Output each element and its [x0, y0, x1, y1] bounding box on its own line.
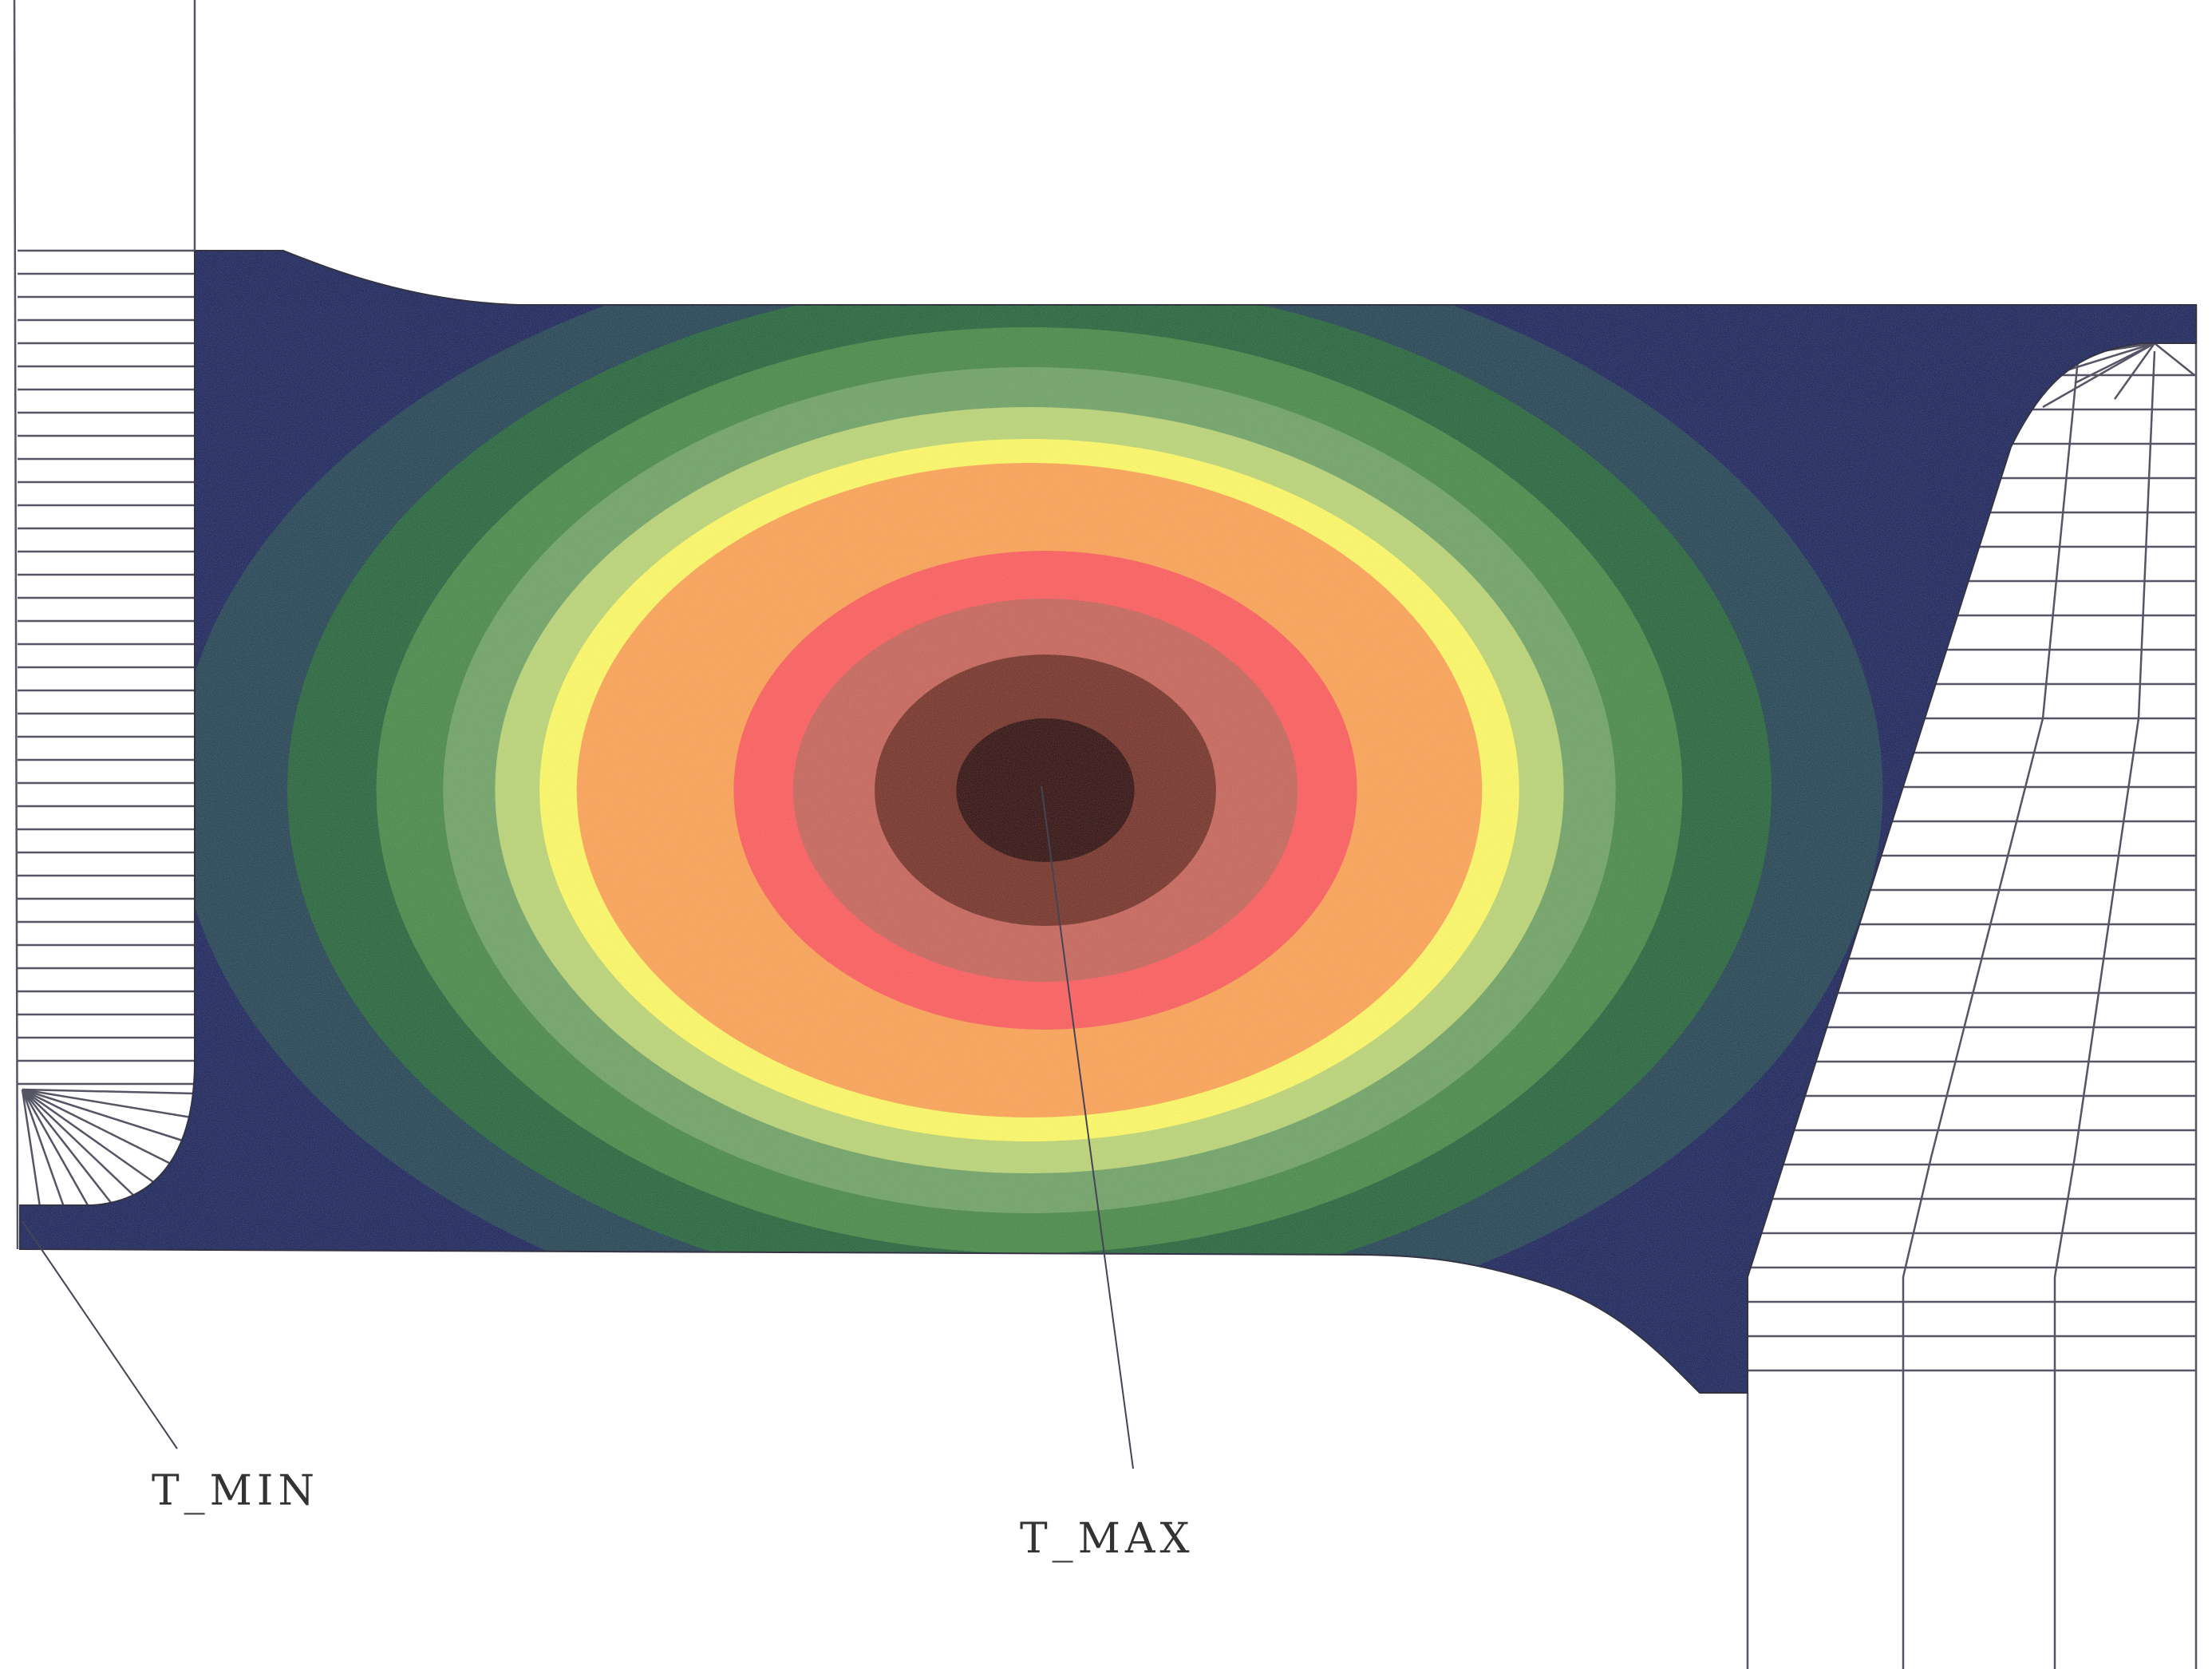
right-mesh-vline-0 — [1902, 350, 2080, 1669]
left-fan-line-1 — [22, 1088, 192, 1119]
right-fan-line-5 — [2154, 342, 2195, 376]
left-guide-line — [13, 0, 19, 1250]
left-fan-line-3 — [22, 1088, 175, 1167]
left-fan-line-7 — [21, 1089, 89, 1206]
t-min-leader-line — [22, 1220, 178, 1449]
right-mesh — [1746, 305, 2198, 1669]
right-fan-line-2 — [2042, 342, 2155, 409]
left-fan-line-0 — [22, 1088, 196, 1095]
left-fan-line-6 — [22, 1089, 113, 1204]
left-fan-line-9 — [21, 1089, 41, 1208]
left-fan-line-5 — [22, 1089, 136, 1198]
right-mesh-vline-1 — [2053, 350, 2156, 1669]
t-max-label: T_MAX — [1020, 1515, 1195, 1563]
t-min-label: T_MIN — [152, 1467, 319, 1515]
right-fan-line-4 — [2113, 342, 2156, 400]
left-mesh — [18, 249, 196, 1208]
t-max-leader-line — [1041, 785, 1134, 1469]
right-fan-line-3 — [2074, 342, 2155, 385]
body-outline — [19, 250, 2197, 1394]
left-fan-line-2 — [22, 1088, 186, 1143]
left-fan-line-8 — [21, 1089, 65, 1208]
left-fan-line-4 — [22, 1088, 159, 1187]
